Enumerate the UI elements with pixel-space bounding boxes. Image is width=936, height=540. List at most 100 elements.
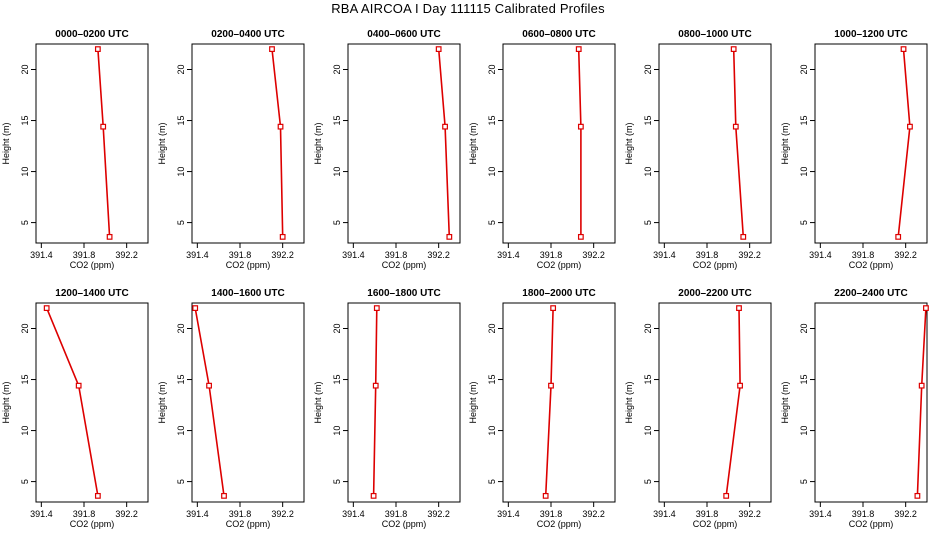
y-axis-label: Height (m) (313, 122, 323, 164)
profile-point (279, 233, 286, 240)
x-tick-label: 391.4 (342, 250, 365, 260)
y-tick-label: 5 (487, 220, 497, 225)
x-tick-label: 391.4 (497, 250, 520, 260)
y-axis-label: Height (m) (780, 381, 790, 423)
profile-point (575, 46, 582, 53)
y-tick-label: 20 (799, 324, 809, 334)
x-tick-label: 392.2 (115, 250, 138, 260)
x-tick-label: 391.8 (73, 250, 96, 260)
x-axis-label: CO2 (ppm) (849, 519, 894, 529)
y-tick-label: 20 (176, 65, 186, 75)
y-tick-label: 15 (176, 116, 186, 126)
profile-point (907, 123, 913, 130)
y-tick-label: 15 (643, 116, 653, 126)
x-axis-label: CO2 (ppm) (226, 260, 271, 270)
profile-point (442, 123, 448, 130)
x-axis-label: CO2 (ppm) (226, 519, 271, 529)
y-tick-label: 15 (20, 375, 30, 385)
profile-point (206, 382, 212, 389)
profile-point (100, 123, 107, 130)
y-tick-label: 15 (799, 375, 809, 385)
plot-frame (658, 43, 772, 244)
panel-title: 0600–0800 UTC (522, 29, 595, 40)
profile-point (577, 123, 584, 130)
y-tick-label: 10 (643, 167, 653, 177)
panel-title: 2200–2400 UTC (834, 288, 907, 299)
profile-point (192, 305, 199, 312)
y-tick-label: 15 (20, 116, 30, 126)
y-tick-label: 15 (487, 116, 497, 126)
profile-line (45, 307, 99, 497)
x-tick-label: 391.4 (30, 250, 53, 260)
profile-point (373, 305, 380, 312)
x-tick-label: 392.2 (271, 509, 294, 519)
y-axis-label: Height (m) (624, 381, 634, 423)
y-axis-label: Height (m) (157, 381, 167, 423)
y-tick-label: 15 (643, 375, 653, 385)
profile-point (542, 492, 549, 499)
profile-line (916, 308, 927, 496)
y-axis-label: Height (m) (1, 381, 11, 423)
x-tick-label: 391.4 (342, 509, 365, 519)
profile-point (918, 382, 925, 389)
y-tick-label: 10 (332, 167, 342, 177)
y-tick-label: 10 (799, 426, 809, 436)
profile-point (577, 233, 584, 240)
y-tick-label: 10 (20, 167, 30, 177)
profile-point (94, 46, 101, 53)
x-tick-label: 391.4 (809, 509, 832, 519)
profile-point (914, 492, 921, 499)
y-tick-label: 15 (332, 116, 342, 126)
x-tick-label: 392.2 (738, 509, 761, 519)
y-tick-label: 20 (20, 65, 30, 75)
plot-frame (658, 302, 772, 503)
y-tick-label: 10 (643, 426, 653, 436)
panel-title: 1200–1400 UTC (55, 288, 128, 299)
profile-point (732, 123, 739, 130)
plot-frame (814, 43, 928, 244)
profile-line (544, 308, 554, 496)
y-tick-label: 5 (643, 220, 653, 225)
y-tick-label: 5 (487, 479, 497, 484)
profile-line (372, 308, 378, 496)
x-tick-label: 391.8 (852, 250, 875, 260)
profile-point (740, 233, 747, 240)
profile-point (737, 382, 743, 389)
x-axis-label: CO2 (ppm) (693, 519, 738, 529)
y-tick-label: 10 (176, 426, 186, 436)
profile-line (271, 49, 284, 237)
profile-line (732, 49, 745, 237)
y-tick-label: 5 (332, 220, 342, 225)
y-tick-label: 20 (176, 324, 186, 334)
x-tick-label: 391.8 (852, 509, 875, 519)
x-tick-label: 392.2 (894, 509, 917, 519)
x-tick-label: 391.8 (696, 250, 719, 260)
plot-frame (347, 43, 461, 244)
profile-line (194, 307, 225, 497)
y-axis-label: Height (m) (468, 381, 478, 423)
y-tick-label: 5 (799, 220, 809, 225)
x-tick-label: 391.8 (540, 250, 563, 260)
y-tick-label: 5 (20, 479, 30, 484)
profile-point (550, 305, 557, 312)
figure-title: RBA AIRCOA I Day 111115 Calibrated Profi… (331, 1, 605, 16)
y-tick-label: 5 (332, 479, 342, 484)
x-axis-label: CO2 (ppm) (70, 260, 115, 270)
profile-point (75, 382, 82, 389)
panel-title: 0800–1000 UTC (678, 29, 751, 40)
y-tick-label: 5 (20, 220, 30, 225)
profile-point (94, 492, 101, 499)
profile-point (370, 492, 377, 499)
y-tick-label: 20 (20, 324, 30, 334)
y-tick-label: 20 (332, 324, 342, 334)
profile-point (43, 305, 50, 312)
x-axis-label: CO2 (ppm) (849, 260, 894, 270)
y-tick-label: 20 (643, 324, 653, 334)
y-tick-label: 10 (487, 167, 497, 177)
